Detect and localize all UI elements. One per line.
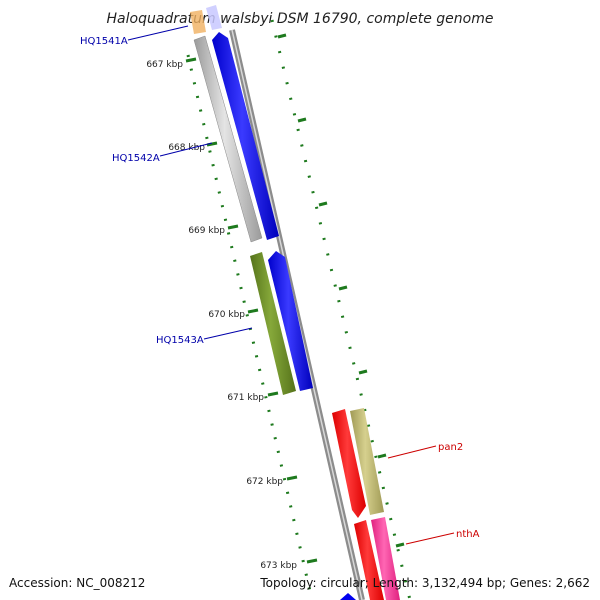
gene-label-hq1541a[interactable]: HQ1541A bbox=[80, 36, 128, 47]
accession-label: Accession: NC_008212 bbox=[9, 576, 146, 590]
leader-hq1542a bbox=[159, 142, 213, 157]
gene-label-ntha[interactable]: nthA bbox=[456, 529, 480, 540]
leader-hq1541a bbox=[127, 25, 189, 41]
topology-label: Topology: circular; Length: 3,132,494 bp… bbox=[260, 576, 590, 590]
right-guide-ticks bbox=[277, 33, 405, 548]
right-dotted-guide bbox=[270, 19, 412, 600]
tick-label-668: 668 kbp bbox=[168, 143, 205, 153]
gene-ntha[interactable] bbox=[371, 517, 400, 600]
tick-label-673: 673 kbp bbox=[260, 561, 297, 571]
gene-red-pan2-left[interactable] bbox=[332, 409, 366, 518]
leader-hq1543a bbox=[203, 327, 253, 340]
gene-label-hq1543a[interactable]: HQ1543A bbox=[156, 335, 204, 346]
gene-hq1543a-green[interactable] bbox=[250, 252, 296, 395]
tick-label-667: 667 kbp bbox=[146, 60, 183, 70]
tick-label-672: 672 kbp bbox=[246, 477, 283, 487]
tick-label-669: 669 kbp bbox=[188, 226, 225, 236]
tick-label-671: 671 kbp bbox=[227, 393, 264, 403]
gene-hq1541a-blue-partial[interactable] bbox=[206, 5, 222, 30]
leader-ntha bbox=[405, 532, 455, 545]
gene-hq1542a[interactable] bbox=[212, 32, 279, 240]
gene-blue-mid[interactable] bbox=[268, 251, 313, 391]
leader-pan2 bbox=[387, 445, 437, 459]
gene-grey-left[interactable] bbox=[193, 35, 263, 243]
gene-label-pan2[interactable]: pan2 bbox=[438, 442, 463, 453]
gene-hq1541a-orange[interactable] bbox=[190, 10, 206, 34]
gene-label-hq1542a[interactable]: HQ1542A bbox=[112, 153, 160, 164]
gene-blue-bottom-partial[interactable] bbox=[340, 593, 356, 600]
gene-pan2[interactable] bbox=[350, 408, 384, 515]
map-title: Haloquadratum walsbyi DSM 16790, complet… bbox=[107, 11, 494, 27]
tick-label-670: 670 kbp bbox=[208, 310, 245, 320]
kbp-tick-marks bbox=[185, 57, 318, 564]
gene-red-ntha-left[interactable] bbox=[354, 520, 384, 600]
